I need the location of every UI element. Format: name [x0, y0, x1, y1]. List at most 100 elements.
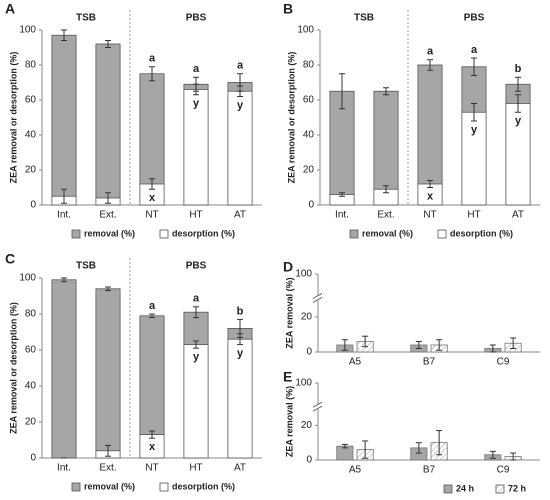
legend-label: desorption (%) [172, 481, 235, 491]
significance-letter: y [193, 98, 200, 110]
bar [329, 90, 355, 206]
y-axis-label: ZEA removal or desorption (%) [8, 302, 18, 434]
legend-swatch [495, 484, 505, 494]
y-axis-label: ZEA removal or desorption (%) [8, 52, 18, 184]
y-tick-label: 100 [295, 269, 312, 280]
x-tick-label: C9 [497, 357, 510, 368]
bar [51, 279, 77, 459]
x-tick-label: B7 [423, 357, 436, 368]
x-tick-label: Int. [335, 210, 349, 221]
significance-letter: x [427, 190, 434, 202]
legend-swatch [443, 484, 453, 494]
legend-swatch [349, 229, 359, 239]
legend-label: desorption (%) [450, 228, 513, 238]
legend-label: removal (%) [84, 228, 135, 238]
significance-letter: a [193, 293, 200, 305]
y-tick-label: 0 [306, 347, 312, 358]
significance-letter: x [149, 441, 156, 453]
group-label: PBS [464, 13, 485, 24]
x-tick-label: NT [145, 210, 158, 221]
legend-swatch [159, 229, 169, 239]
axis-break [312, 293, 323, 299]
y-axis-label: ZEA removal (%) [284, 386, 294, 457]
y-tick-label: 80 [303, 60, 315, 71]
x-tick-label: A5 [349, 357, 362, 368]
y-tick-label: 100 [297, 25, 314, 36]
x-tick-label: AT [234, 463, 246, 474]
y-tick-label: 100 [19, 273, 36, 284]
x-tick-label: AT [512, 210, 524, 221]
x-tick-label: A5 [349, 465, 362, 476]
y-axis-label: ZEA removal or desorption (%) [286, 52, 296, 184]
group-label: TSB [76, 261, 96, 272]
y-tick-label: 60 [25, 345, 37, 356]
legend-swatch [159, 482, 169, 492]
x-tick-label: HT [189, 210, 202, 221]
significance-letter: y [471, 124, 478, 136]
x-tick-label: NT [145, 463, 158, 474]
x-tick-label: Ext. [99, 210, 116, 221]
y-tick-label: 80 [25, 60, 37, 71]
y-tick-label: 20 [301, 420, 313, 431]
panel-label: A [5, 1, 15, 17]
panel-label: E [283, 369, 292, 385]
legend-swatch [71, 482, 81, 492]
x-tick-label: NT [423, 210, 436, 221]
group-label: PBS [186, 261, 207, 272]
axis-break-gap [313, 404, 323, 410]
x-tick-label: Ext. [377, 210, 394, 221]
axis-break-gap [313, 295, 323, 301]
legend-label: removal (%) [84, 481, 135, 491]
y-tick-label: 0 [306, 455, 312, 466]
x-tick-label: B7 [423, 465, 436, 476]
panel-label: B [283, 1, 293, 17]
legend-label: removal (%) [362, 228, 413, 238]
significance-letter: y [237, 348, 244, 360]
y-tick-label: 40 [25, 381, 37, 392]
group-label: PBS [186, 13, 207, 24]
y-axis-label: ZEA removal (%) [284, 277, 294, 348]
significance-letter: b [515, 63, 522, 75]
bar [51, 34, 77, 206]
y-tick-label: 40 [303, 130, 315, 141]
bar [461, 111, 487, 206]
significance-letter: a [427, 46, 434, 58]
significance-letter: a [149, 300, 156, 312]
y-tick-label: 20 [25, 165, 37, 176]
y-tick-label: 0 [30, 453, 36, 464]
panel-label: C [5, 251, 15, 267]
y-tick-label: 20 [301, 312, 313, 323]
y-tick-label: 20 [25, 417, 37, 428]
bar [95, 43, 121, 206]
bar [505, 103, 531, 206]
bar [183, 344, 209, 459]
legend-label: desorption (%) [172, 228, 235, 238]
y-tick-label: 100 [295, 378, 312, 389]
y-tick-label: 100 [19, 25, 36, 36]
y-tick-label: 40 [25, 130, 37, 141]
significance-letter: a [149, 53, 156, 65]
y-tick-label: 20 [303, 165, 315, 176]
y-tick-label: 80 [25, 309, 37, 320]
x-tick-label: Int. [57, 210, 71, 221]
y-tick-label: 0 [30, 200, 36, 211]
bar [227, 90, 253, 206]
legend-swatch [437, 229, 447, 239]
y-tick-label: 0 [308, 200, 314, 211]
x-tick-label: HT [189, 463, 202, 474]
bar [183, 89, 209, 206]
significance-letter: a [193, 63, 200, 75]
panel-label: D [283, 259, 293, 275]
x-tick-label: Int. [57, 463, 71, 474]
legend-label: 72 h [508, 483, 526, 493]
group-label: TSB [76, 13, 96, 24]
bar [95, 288, 121, 459]
axis-break [312, 401, 323, 408]
significance-letter: y [237, 99, 244, 111]
legend-label: 24 h [456, 483, 474, 493]
x-tick-label: HT [467, 210, 480, 221]
significance-letter: x [149, 192, 156, 204]
significance-letter: b [237, 305, 244, 317]
y-tick-label: 60 [303, 95, 315, 106]
